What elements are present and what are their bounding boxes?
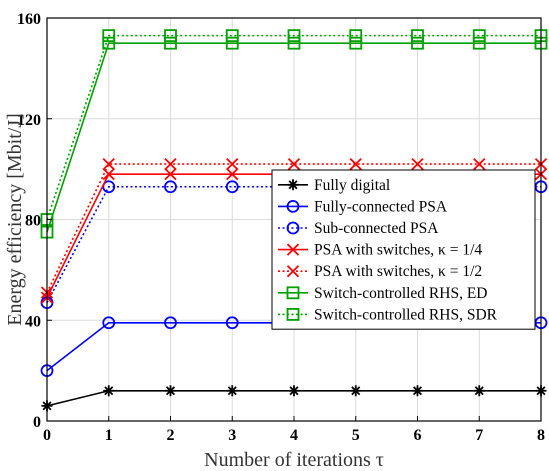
data-point: [349, 29, 363, 43]
legend-item: PSA with switches, κ = 1/2: [278, 263, 482, 280]
legend-item: Fully digital: [278, 177, 390, 194]
x-tick-label: 1: [105, 427, 113, 444]
data-point: [102, 36, 116, 50]
x-tick-label: 3: [228, 427, 236, 444]
data-point: [411, 157, 424, 171]
data-point: [102, 29, 116, 43]
data-point: [102, 157, 115, 171]
legend-label: Fully digital: [314, 177, 390, 194]
data-point: [350, 385, 362, 397]
data-point: [412, 385, 423, 397]
legend-item: PSA with switches, κ = 1/4: [278, 242, 482, 259]
data-point: [164, 180, 177, 194]
legend-item: Sub-connected PSA: [278, 220, 439, 237]
data-point: [164, 157, 177, 171]
legend-item: Switch-controlled RHS, ED: [278, 285, 488, 302]
legend-marker: [287, 179, 299, 191]
x-tick-label: 5: [352, 427, 360, 444]
data-point: [165, 385, 176, 397]
data-point: [226, 157, 239, 171]
series-line: [46, 34, 541, 220]
data-point: [164, 36, 177, 50]
data-point: [164, 168, 177, 181]
data-point: [225, 180, 239, 194]
y-tick-label: 160: [17, 11, 41, 28]
y-axis-label: Energy efficiency [Mbit/J]: [4, 113, 26, 326]
data-point: [226, 168, 239, 181]
legend-label: Switch-controlled RHS, SDR: [314, 306, 498, 323]
legend-marker: [286, 243, 300, 256]
legend-marker: [286, 221, 300, 235]
data-point: [473, 385, 485, 397]
series-line: [46, 163, 541, 293]
legend-marker: [286, 199, 300, 213]
legend-item: Switch-controlled RHS, SDR: [278, 306, 498, 323]
legend-marker: [286, 307, 300, 321]
legend-item: Fully-connected PSA: [278, 198, 448, 215]
data-point: [164, 316, 177, 330]
x-tick-label: 2: [167, 427, 175, 444]
series-line: [46, 42, 541, 233]
data-point: [164, 29, 177, 43]
data-point: [287, 157, 301, 171]
legend-label: PSA with switches, κ = 1/4: [314, 242, 482, 259]
x-tick-label: 0: [43, 427, 51, 444]
x-tick-label: 7: [475, 427, 483, 444]
y-tick-label: 120: [17, 112, 41, 129]
data-point: [411, 29, 424, 43]
x-tick-label: 4: [290, 427, 298, 444]
data-point: [225, 29, 239, 43]
y-tick-label: 40: [25, 313, 41, 330]
legend-label: Fully-connected PSA: [314, 198, 448, 215]
legend-marker: [286, 265, 300, 278]
x-axis-label: Number of iterations τ: [204, 449, 384, 471]
legend-label: Switch-controlled RHS, ED: [314, 285, 488, 302]
data-point: [411, 36, 424, 50]
legend-label: Sub-connected PSA: [314, 220, 439, 237]
y-tick-label: 0: [33, 414, 41, 431]
x-tick-label: 8: [537, 427, 545, 444]
data-point: [103, 385, 115, 397]
x-tick-label: 6: [414, 427, 422, 444]
legend-box: [271, 169, 536, 330]
data-point: [225, 316, 239, 330]
data-point: [288, 385, 300, 397]
data-point: [472, 29, 486, 43]
data-point: [226, 385, 238, 397]
data-point: [473, 157, 486, 171]
legend-marker: [286, 286, 300, 300]
data-point: [102, 316, 116, 330]
data-point: [225, 36, 239, 50]
data-point: [472, 36, 486, 50]
legend-label: PSA with switches, κ = 1/2: [314, 263, 482, 280]
legend: Fully digital Fully-connected PSA Sub-conn…: [271, 169, 536, 330]
data-point: [349, 157, 362, 171]
data-point: [349, 36, 363, 50]
data-point: [287, 29, 301, 43]
y-tick-label: 80: [25, 213, 41, 230]
data-point: [287, 36, 301, 50]
